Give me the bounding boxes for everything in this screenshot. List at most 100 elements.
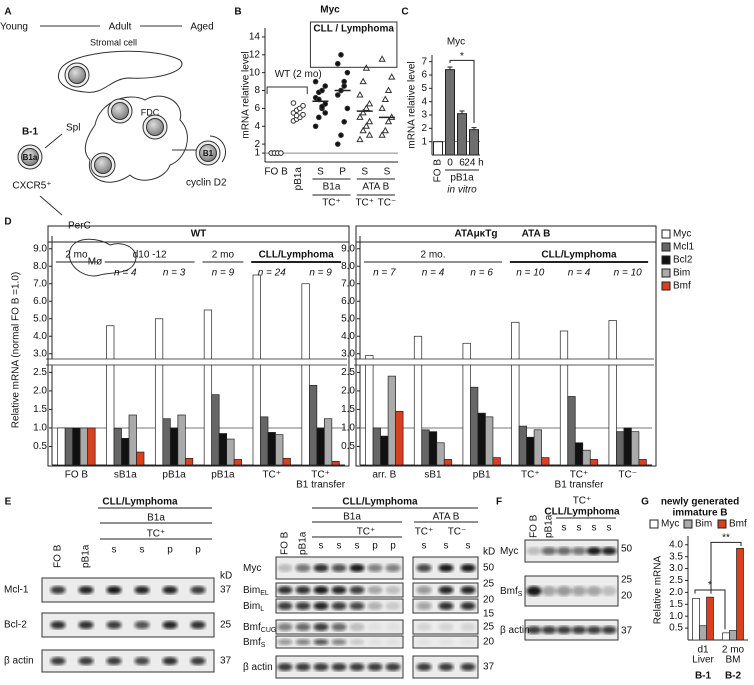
bar: [638, 459, 647, 466]
x-tick-label: pB1: [473, 470, 491, 481]
band: [50, 621, 66, 629]
band: [331, 602, 347, 610]
bar: [533, 429, 542, 466]
blot: [41, 577, 215, 603]
point: [341, 78, 347, 85]
point: [384, 86, 393, 94]
chart-title: Myc: [447, 37, 465, 48]
band: [586, 547, 602, 555]
group-label: B1a: [343, 512, 361, 523]
point: [359, 126, 367, 134]
band: [190, 621, 206, 629]
legend-label: Bcl2: [673, 255, 693, 266]
band: [541, 586, 557, 596]
n-label: n = 4: [114, 268, 137, 279]
kd-label: 37: [483, 662, 495, 673]
bar: [574, 442, 584, 466]
band: [367, 639, 383, 645]
chart-title: WT: [191, 229, 207, 240]
row-label-sub: S: [518, 591, 523, 598]
y-tick-label: 2.0: [669, 587, 683, 598]
bar: [729, 630, 737, 641]
x-tick-label: 6: [459, 158, 465, 169]
band: [78, 657, 94, 665]
bar: [567, 396, 576, 466]
row-label: Mcl-1: [4, 585, 29, 596]
band: [277, 663, 293, 671]
error-bar: [459, 110, 465, 114]
point: [365, 99, 374, 107]
point: [319, 87, 325, 94]
bar: [169, 427, 179, 466]
legend-swatch: [661, 242, 671, 252]
band: [349, 586, 365, 594]
band: [416, 602, 432, 610]
point: [378, 131, 386, 138]
x-tick-label: FO B: [65, 470, 89, 481]
band: [277, 639, 293, 645]
lane-label: s: [466, 541, 471, 552]
bar: [477, 412, 486, 466]
point: [381, 126, 389, 134]
y-tick-label: 2.5: [33, 367, 47, 378]
chart-title: ATAμκTg: [455, 229, 498, 240]
n-label: n = 10: [516, 268, 545, 279]
lane-label: pB1a: [81, 544, 92, 568]
band: [571, 586, 587, 596]
bar: [121, 437, 130, 466]
band: [416, 663, 432, 671]
legend-label: Bmf: [673, 281, 691, 292]
annotation: WT (2 mo): [275, 69, 322, 80]
kd-label: 37: [621, 626, 633, 637]
y-tick-label: 1.5: [33, 404, 47, 415]
y-tick-label: 3.0: [341, 348, 355, 359]
y-tick-label: 3.0: [669, 563, 683, 574]
band: [556, 547, 572, 555]
band: [385, 564, 401, 572]
kd-label: 50: [483, 563, 495, 574]
lane-label: pB1a: [544, 514, 555, 538]
label: B-1: [22, 127, 39, 138]
band: [106, 621, 122, 629]
band: [526, 586, 542, 596]
y-label: Relative mRNA: [653, 556, 664, 625]
y-tick-label: 7: [421, 56, 427, 67]
band: [438, 602, 454, 610]
arrow: [39, 195, 63, 216]
band: [541, 626, 557, 634]
point: [334, 92, 341, 98]
bar: [267, 432, 276, 466]
group-label: TC⁺: [357, 527, 376, 538]
point: [338, 52, 344, 58]
band: [78, 586, 94, 594]
band: [313, 623, 329, 631]
bar: [233, 459, 243, 466]
band: [134, 586, 150, 594]
point: [278, 150, 284, 156]
band: [385, 602, 401, 610]
legend-swatch: [649, 519, 659, 529]
point: [356, 113, 364, 120]
lane-label: FO B: [280, 531, 291, 555]
bar: [154, 318, 164, 466]
bar: [395, 410, 404, 466]
band: [134, 621, 150, 629]
lane-label: s: [592, 523, 597, 534]
point: [356, 135, 364, 143]
bar: [252, 274, 261, 466]
kd-label: 15: [483, 609, 495, 620]
panel-letter: A: [4, 7, 11, 18]
x-tick-label: TC⁻: [618, 470, 637, 481]
lane-label: s: [337, 541, 342, 552]
row-label-main: β actin: [243, 662, 273, 673]
point: [381, 95, 389, 102]
bar: [616, 431, 625, 466]
band: [367, 623, 383, 631]
lane-label: s: [422, 541, 427, 552]
bar: [226, 438, 235, 466]
legend-label: Bim: [673, 268, 690, 279]
panel-letter: B: [234, 7, 241, 18]
point: [300, 111, 306, 118]
bar: [57, 427, 66, 466]
